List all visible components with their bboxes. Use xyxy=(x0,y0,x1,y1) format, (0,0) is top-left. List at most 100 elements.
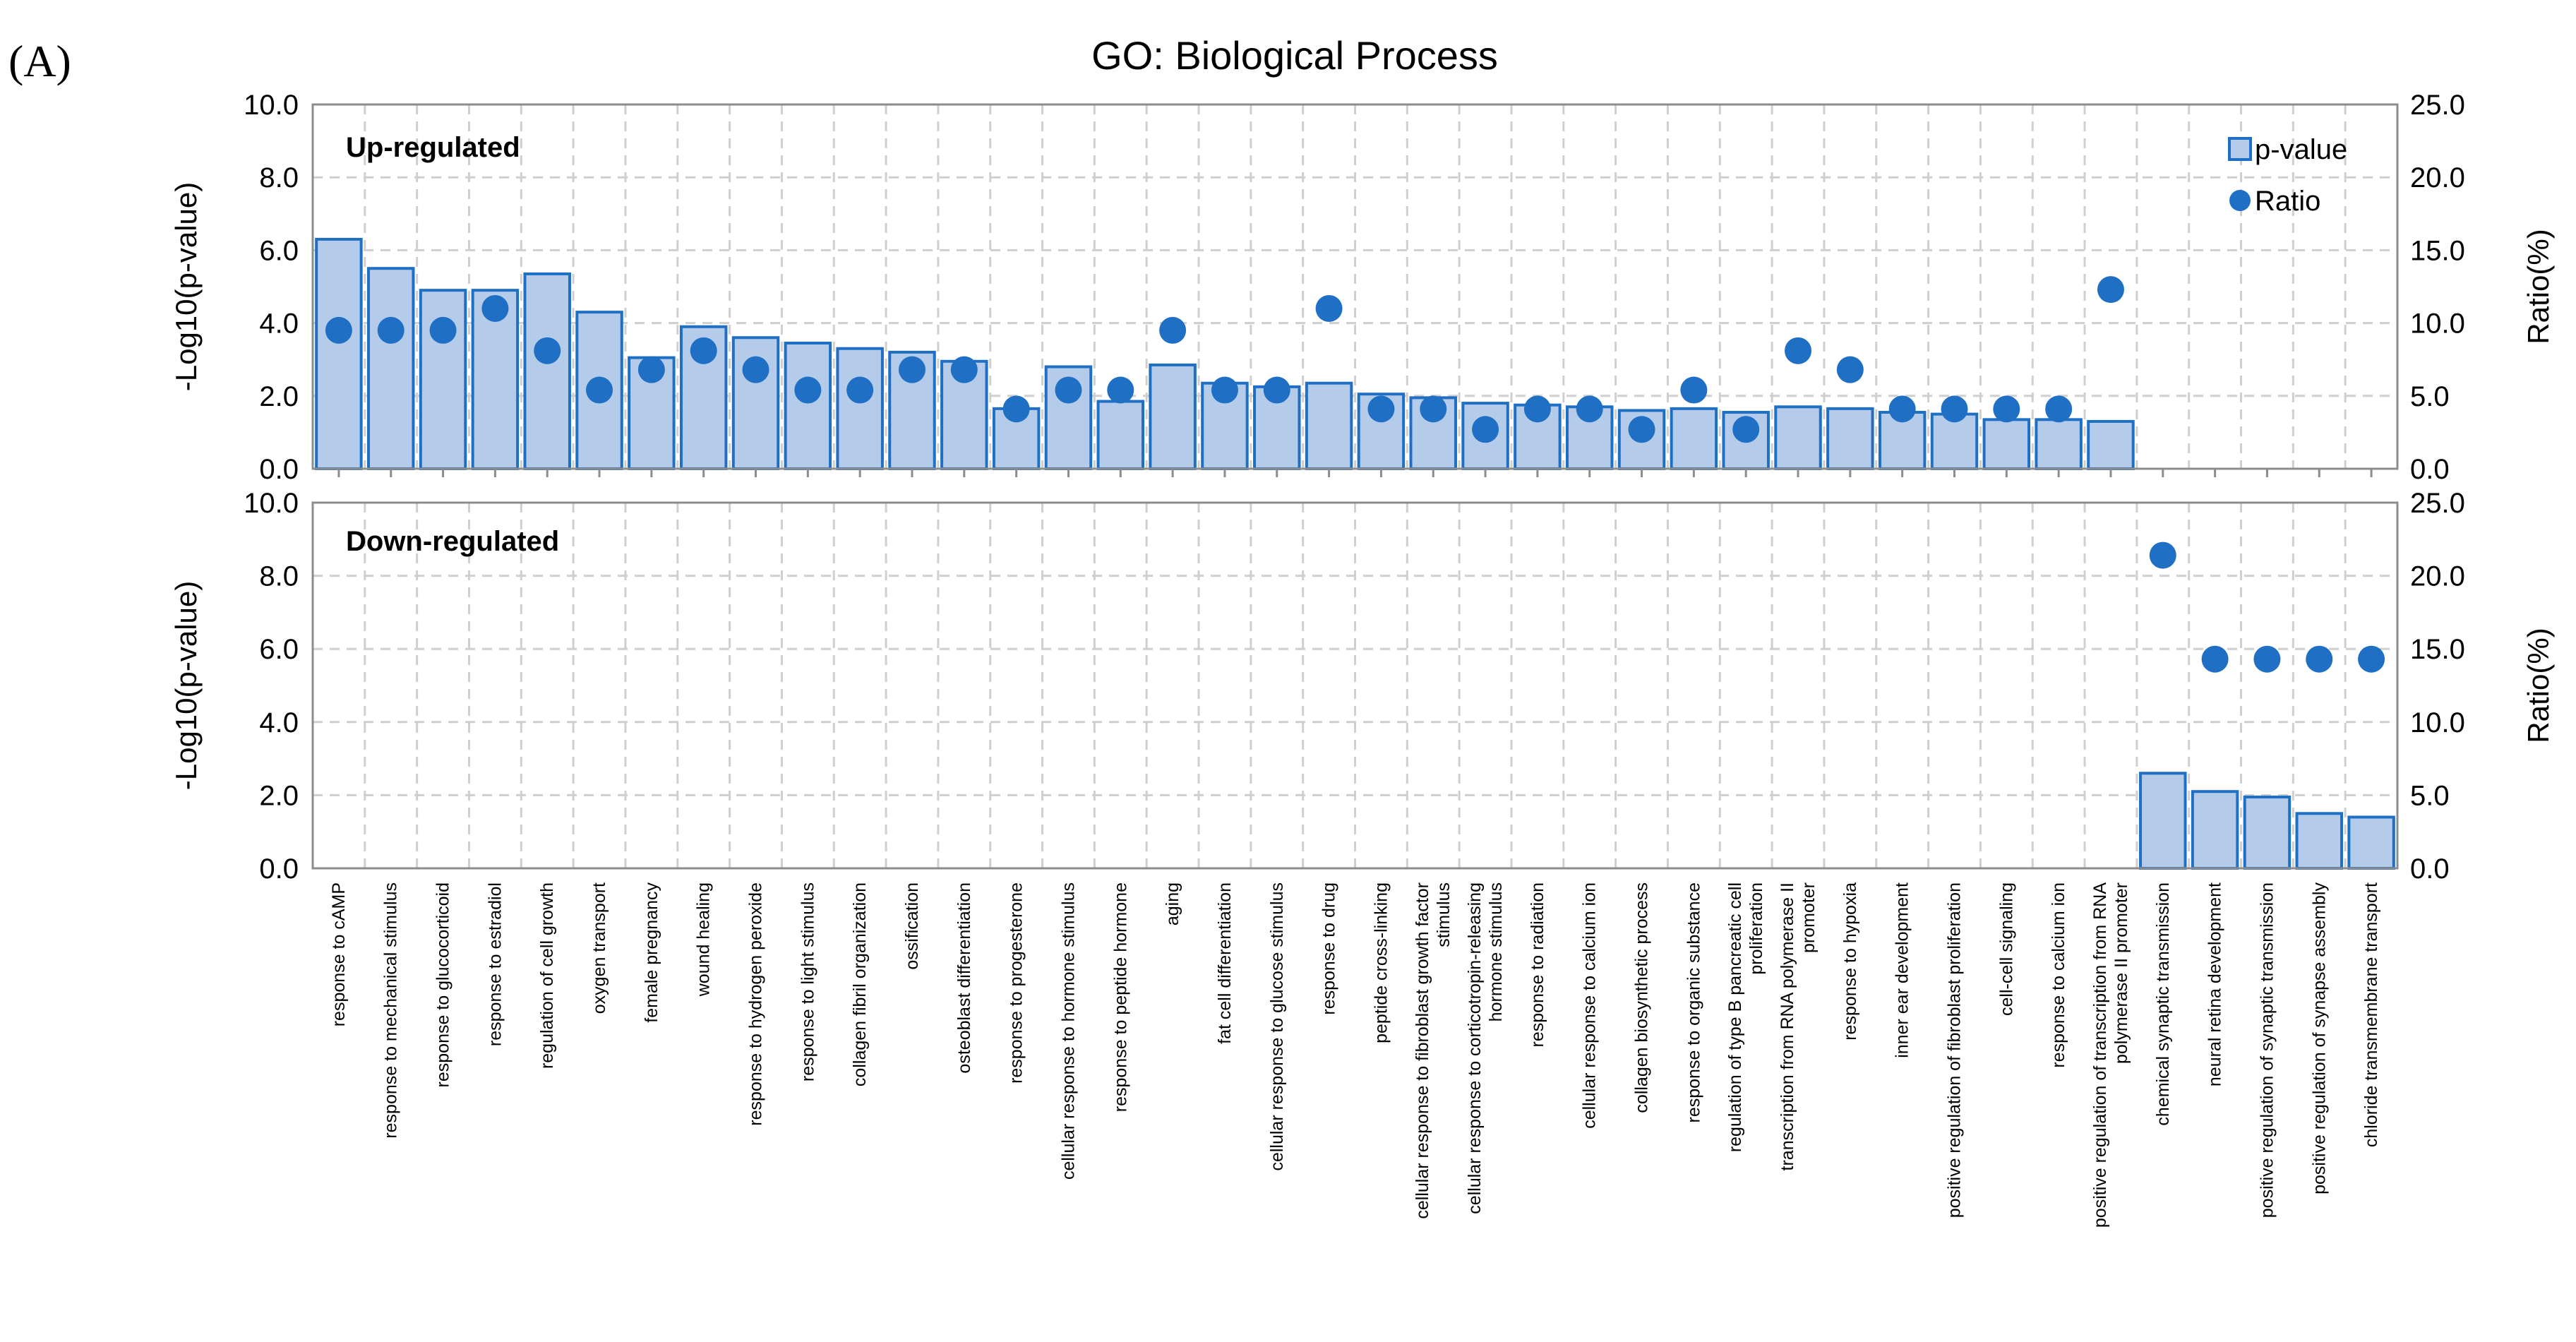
category-label-line: positive regulation of synapse assembly xyxy=(2309,882,2329,1194)
category-label: response to cAMP xyxy=(329,882,349,1026)
up-ratio-point xyxy=(1941,395,1968,423)
up-ratio-point xyxy=(1785,337,1812,364)
up-panel-frame xyxy=(311,103,2399,470)
up-pvalue-bar xyxy=(366,267,415,470)
category-label: positive regulation of fibroblast prolif… xyxy=(1944,882,1964,1218)
category-label-line: collagen biosynthetic process xyxy=(1632,882,1652,1113)
category-label: response to mechanical stimulus xyxy=(381,882,401,1139)
up-ratio-point xyxy=(794,376,822,404)
category-label-line: response to drug xyxy=(1319,882,1339,1015)
down-right-tick-label: 10.0 xyxy=(2410,707,2465,738)
down-pvalue-bar xyxy=(2347,815,2395,870)
category-label-line: stimulus xyxy=(1434,882,1454,947)
category-label: collagen biosynthetic process xyxy=(1632,882,1652,1113)
up-ratio-point xyxy=(481,294,509,322)
down-left-tick-label: 6.0 xyxy=(259,634,299,665)
up-ratio-point xyxy=(1159,316,1187,344)
grid-layer xyxy=(313,103,2397,870)
up-pvalue-bar xyxy=(2087,419,2135,470)
category-label-line: cellular response to corticotropin-relea… xyxy=(1465,882,1485,1214)
category-label-line: response to light stimulus xyxy=(798,882,817,1082)
up-ratio-point xyxy=(1315,294,1343,322)
up-ratio-point xyxy=(1002,395,1030,423)
category-label: positive regulation of synaptic transmis… xyxy=(2257,882,2277,1218)
up-ratio-point xyxy=(950,356,978,383)
category-label-line: cellular response to fibroblast growth f… xyxy=(1413,882,1432,1219)
category-label-line: osteoblast differentiation xyxy=(954,882,974,1074)
up-ratio-point xyxy=(1732,416,1760,443)
down-right-tick-label: 0.0 xyxy=(2410,853,2450,885)
category-label-line: positive regulation of transcription fro… xyxy=(2090,882,2110,1228)
up-ratio-point xyxy=(1576,395,1603,423)
up-ratio-point xyxy=(1993,395,2020,423)
legend-bar-swatch xyxy=(2228,137,2252,161)
down-ratio-point xyxy=(2306,645,2333,673)
category-label: response to hypoxia xyxy=(1840,882,1860,1041)
up-ratio-point xyxy=(2045,395,2073,423)
down-left-tick-label: 8.0 xyxy=(259,561,299,592)
category-label-line: peptide cross-linking xyxy=(1371,882,1391,1043)
up-left-tick-label: 8.0 xyxy=(259,162,299,193)
down-right-tick-label: 15.0 xyxy=(2410,634,2465,665)
panel-label: (A) xyxy=(8,36,71,86)
down-ratio-point xyxy=(2253,645,2281,673)
up-ratio-point xyxy=(429,316,457,344)
category-label: regulation of cell growth xyxy=(537,882,557,1069)
category-label-line: response to mechanical stimulus xyxy=(381,882,401,1139)
category-label: fat cell differentiation xyxy=(1215,882,1235,1044)
legend: p-value Ratio xyxy=(2228,134,2347,217)
up-ratio-point xyxy=(846,376,874,404)
up-ratio-point xyxy=(1263,376,1290,404)
category-label-line: response to hypoxia xyxy=(1840,882,1860,1041)
category-label-line: proliferation xyxy=(1747,882,1766,975)
up-ratio-point xyxy=(742,356,769,383)
category-label: chemical synaptic transmission xyxy=(2153,882,2173,1126)
up-pvalue-bar xyxy=(1982,418,2031,471)
down-right-tick-label: 20.0 xyxy=(2410,561,2465,592)
category-label: inner ear development xyxy=(1893,882,1912,1058)
up-ratio-point xyxy=(1888,395,1916,423)
up-right-tick-label: 5.0 xyxy=(2410,381,2450,412)
down-left-tick-label: 0.0 xyxy=(259,853,299,885)
up-right-tick-label: 10.0 xyxy=(2410,308,2465,340)
category-label: cellular response to fibroblast growth f… xyxy=(1413,882,1454,1219)
category-label-line: response to hydrogen peroxide xyxy=(746,882,766,1126)
category-label-line: response to calcium ion xyxy=(2049,882,2068,1068)
category-label-line: cellular response to calcium ion xyxy=(1580,882,1600,1129)
up-pvalue-bar xyxy=(2035,418,2083,471)
up-ratio-point xyxy=(690,337,717,364)
up-pvalue-bar xyxy=(523,272,571,470)
up-ratio-point xyxy=(1472,416,1499,443)
up-left-tick-label: 2.0 xyxy=(259,381,299,412)
bar-layer xyxy=(315,237,2395,870)
category-label: response to estradiol xyxy=(485,882,505,1046)
category-label-line: aging xyxy=(1163,882,1182,925)
category-label-line: collagen fibril organization xyxy=(850,882,870,1086)
down-left-axis-title: -Log10(p-value) xyxy=(169,581,203,791)
category-label: ossification xyxy=(902,882,922,970)
up-left-tick-label: 10.0 xyxy=(244,90,299,121)
category-label-line: transcription from RNA polymerase II xyxy=(1778,882,1797,1170)
down-ratio-point xyxy=(2201,645,2229,673)
up-pvalue-bar xyxy=(1149,363,1197,470)
category-label: cellular response to glucose stimulus xyxy=(1267,882,1287,1171)
legend-dot-label: Ratio xyxy=(2255,186,2320,217)
down-right-tick-label: 5.0 xyxy=(2410,780,2450,811)
category-label: female pregnancy xyxy=(642,882,661,1023)
dot-layer xyxy=(325,276,2385,673)
down-ratio-point xyxy=(2149,541,2176,569)
category-label: response to radiation xyxy=(1528,882,1547,1047)
category-label: peptide cross-linking xyxy=(1371,882,1391,1043)
up-ratio-point xyxy=(1055,376,1082,404)
up-ratio-point xyxy=(1420,395,1447,423)
category-label-line: chemical synaptic transmission xyxy=(2153,882,2173,1126)
chart-title: GO: Biological Process xyxy=(1091,33,1498,78)
up-right-tick-label: 15.0 xyxy=(2410,235,2465,266)
up-pvalue-bar xyxy=(1774,405,1822,471)
down-pvalue-bar xyxy=(2243,795,2292,870)
category-labels: response to cAMP response to mechanical s… xyxy=(329,882,2381,1228)
legend-dot-swatch xyxy=(2229,190,2251,211)
up-left-tick-label: 0.0 xyxy=(259,454,299,485)
up-pvalue-bar xyxy=(315,237,363,470)
up-ratio-point xyxy=(1107,376,1134,404)
